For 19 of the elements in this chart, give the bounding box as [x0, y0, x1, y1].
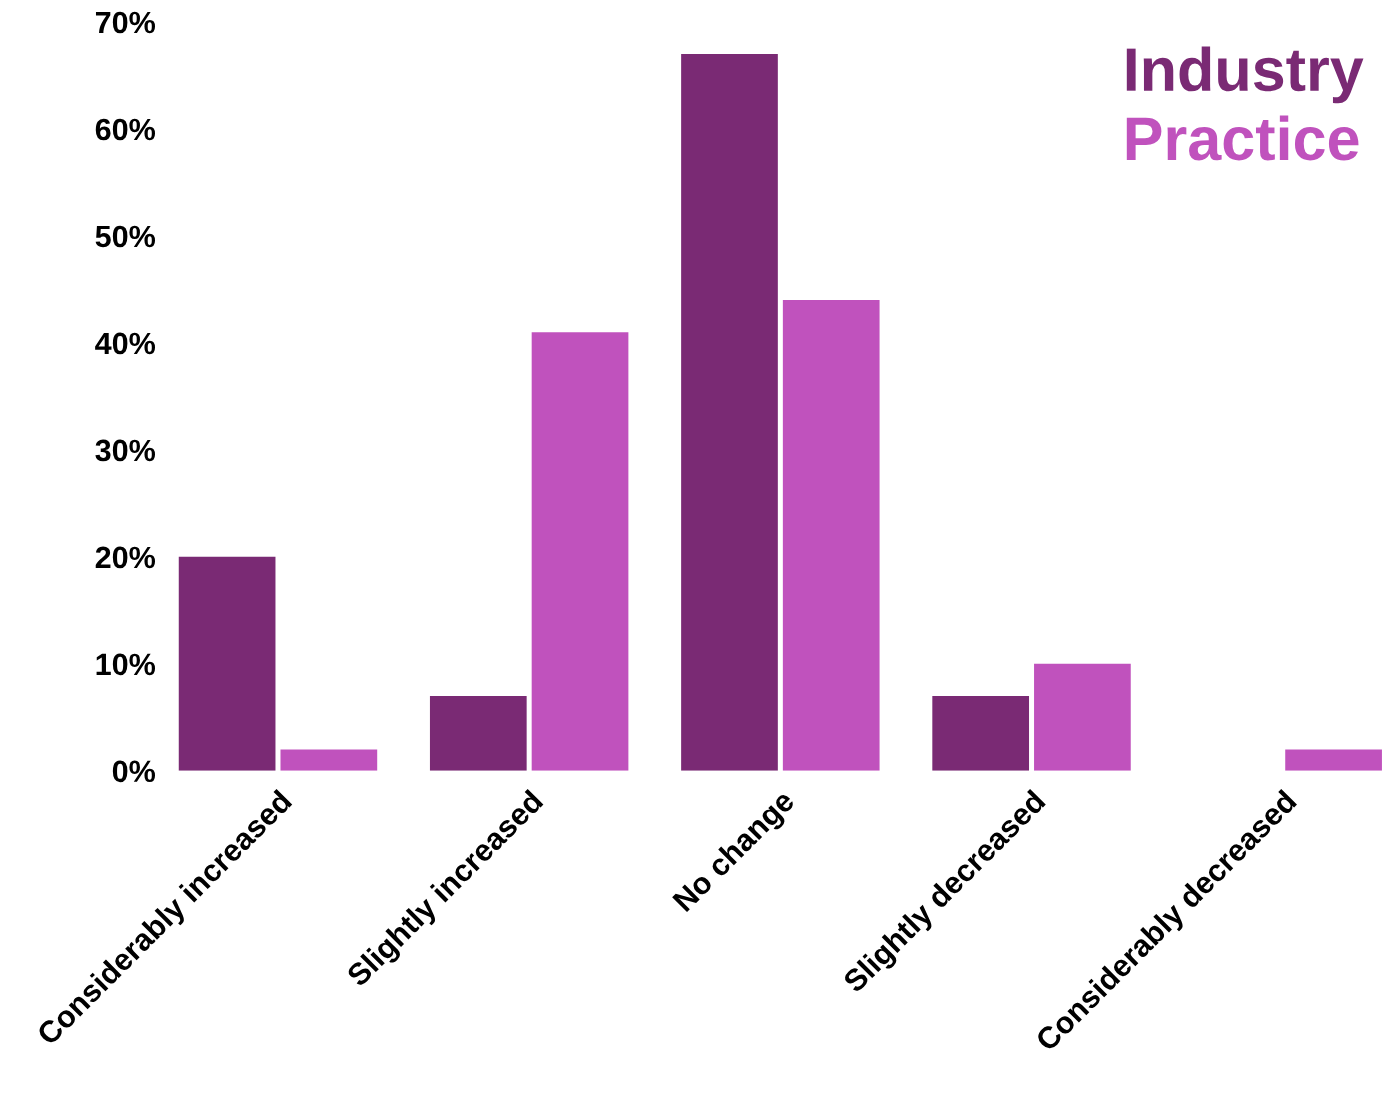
y-tick-label: 20% — [95, 546, 156, 569]
y-tick-label: 60% — [95, 118, 156, 141]
bar — [429, 695, 527, 771]
bar — [932, 695, 1030, 771]
text: Industry — [1126, 46, 1364, 104]
bar — [1285, 749, 1382, 771]
bar — [1034, 663, 1131, 771]
bar — [280, 749, 378, 771]
bar — [178, 556, 276, 771]
y-tick-label: 50% — [95, 225, 156, 248]
y-tick-label: 40% — [95, 332, 156, 355]
y-tick-label: 30% — [95, 439, 156, 462]
bar — [531, 332, 629, 771]
y-tick-label: 0% — [112, 760, 156, 783]
y-tick-label: 70% — [95, 11, 156, 34]
text: Practice — [1126, 115, 1359, 161]
bar — [681, 54, 778, 771]
bar — [782, 300, 880, 771]
y-tick-label: 10% — [96, 653, 156, 676]
